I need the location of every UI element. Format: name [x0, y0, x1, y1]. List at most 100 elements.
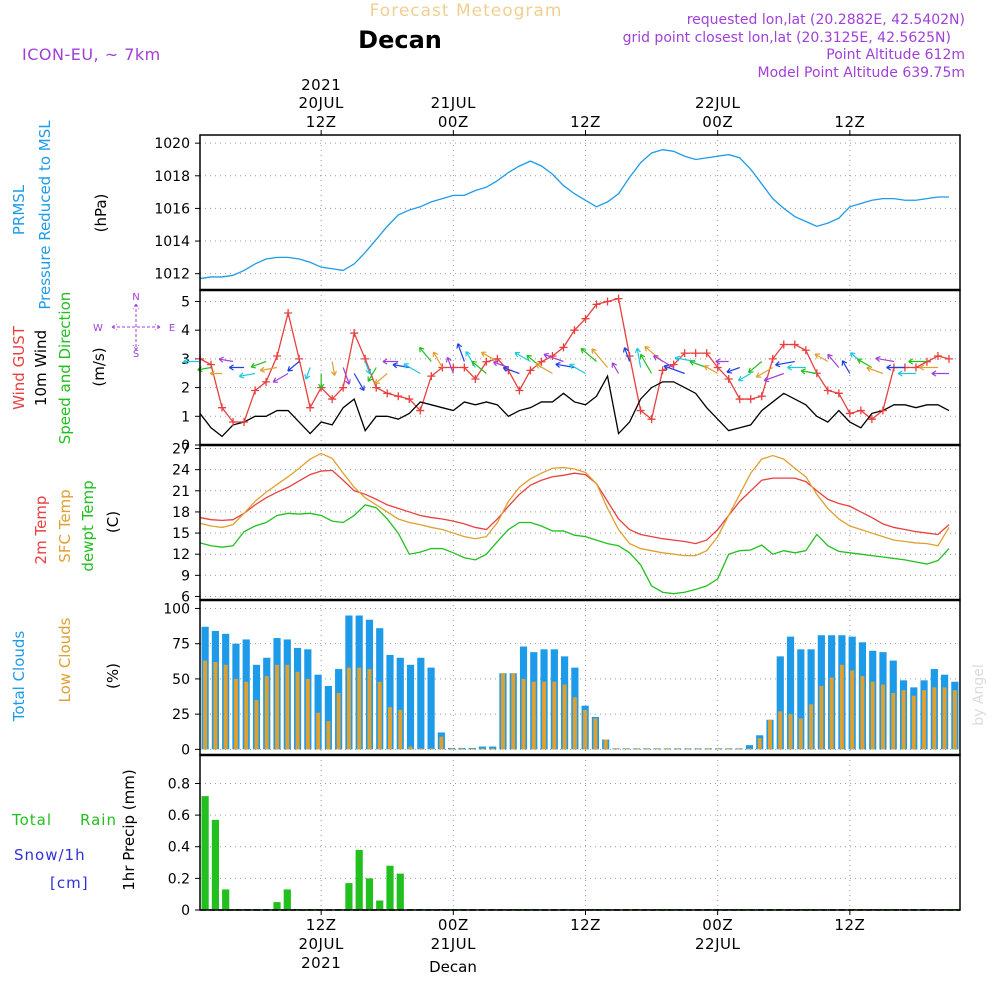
cloud-panel-labels: Total Clouds Low Clouds (%)	[10, 617, 122, 722]
wind-gust-marker	[350, 329, 359, 338]
compass-east: E	[169, 323, 175, 334]
clouds-bar-low-clouds	[490, 748, 495, 750]
temperature-frame	[199, 444, 961, 601]
wind-direction-arrow	[919, 364, 938, 371]
wind-gust-marker	[482, 357, 491, 366]
wind-gust-marker	[746, 395, 755, 404]
wind-direction-arrow	[272, 372, 289, 383]
wind-direction-arrow	[866, 366, 884, 375]
wind-ytick-label: 5	[181, 294, 190, 310]
wind-direction-arrow	[726, 366, 740, 374]
clouds-bar-low-clouds	[213, 662, 218, 750]
wind-gust-marker	[724, 374, 733, 383]
bottom-axis-label: 21JUL	[431, 935, 476, 953]
clouds-bar-low-clouds	[357, 667, 362, 750]
forecast-label: Forecast Meteogram	[370, 1, 563, 21]
wind-direction-arrow	[931, 370, 949, 377]
wind-series-10m-wind	[199, 374, 950, 438]
wind-gust-marker	[207, 360, 216, 369]
wind-direction-arrow	[689, 359, 707, 369]
wind-direction-arrow	[775, 360, 795, 368]
compass-north: N	[132, 292, 139, 303]
wind-gust-marker	[471, 374, 480, 383]
clouds-ytick-label: 100	[163, 601, 190, 617]
temperature-ytick-label: 21	[172, 484, 190, 500]
clouds-bar-low-clouds	[911, 695, 916, 750]
top-year-label: 2021	[301, 76, 341, 94]
clouds-bar-low-clouds	[644, 748, 649, 750]
wind-direction-arrow	[456, 343, 465, 362]
bottom-axis-label: 12Z	[570, 916, 601, 934]
wind-direction-arrow	[209, 370, 223, 377]
wind-direction-arrow	[514, 351, 531, 363]
requested-coords: requested lon,lat (20.2882E, 42.5402N)	[687, 12, 965, 28]
compass-rose: N S W E	[93, 292, 175, 360]
top-axis-label: 00Z	[438, 113, 469, 131]
clouds-bar-low-clouds	[562, 684, 567, 750]
precip-ytick-label: 0.8	[168, 776, 190, 792]
pressure-ytick-label: 1020	[154, 136, 190, 152]
wind-gust-marker	[801, 346, 810, 355]
clouds-bar-total-clouds	[386, 654, 394, 750]
precip-label-axis: 1hr Precip (mm)	[120, 769, 138, 890]
panels: 1012101410161018102001234569121518212427…	[154, 134, 961, 919]
wind-gust-marker	[614, 294, 623, 303]
clouds-bar-low-clouds	[706, 748, 711, 750]
clouds-bar-total-clouds	[417, 657, 425, 750]
wind-direction-arrow	[480, 351, 498, 363]
clouds-bar-low-clouds	[408, 746, 413, 750]
clouds-bar-low-clouds	[264, 676, 269, 750]
top-axis-label: 12Z	[306, 113, 337, 131]
wind-gust-marker	[427, 372, 436, 381]
clouds-bar-low-clouds	[305, 678, 310, 750]
clouds-bar-low-clouds	[665, 748, 670, 750]
point-altitude: Point Altitude 612m	[826, 47, 965, 63]
clouds-bar-low-clouds	[346, 667, 351, 750]
wind-gust-marker	[878, 406, 887, 415]
clouds-bar-low-clouds	[696, 748, 701, 750]
clouds-bar-total-clouds	[797, 649, 805, 750]
wind-direction-arrow	[841, 360, 851, 374]
wind-direction-arrow	[367, 367, 377, 382]
wind-gust-marker	[394, 392, 403, 401]
wind-gust-marker	[702, 349, 711, 358]
precip-bar-1hr-precip	[376, 900, 384, 910]
top-axis-label: 12Z	[834, 113, 865, 131]
clouds-bar-low-clouds	[367, 669, 372, 750]
pressure-ytick-label: 1016	[154, 201, 190, 217]
pressure-ytick-label: 1014	[154, 234, 190, 250]
wind-gust-marker	[768, 354, 777, 363]
wind-ytick-label: 2	[181, 381, 190, 397]
wind-direction-arrow	[304, 367, 311, 380]
wind-gust-marker	[383, 389, 392, 398]
temperature-panel-labels: 2m Temp SFC Temp dewpt Temp (C)	[32, 480, 122, 571]
clouds-bar-low-clouds	[737, 748, 742, 750]
wind-gust-marker	[625, 352, 634, 361]
clouds-bar-total-clouds	[776, 656, 784, 750]
top-axis-label: 12Z	[570, 113, 601, 131]
precip-panel-labels: Total Rain Snow/1h [cm] 1hr Precip (mm)	[11, 769, 138, 892]
wind-direction-arrow	[382, 358, 399, 365]
wind-gust-marker	[680, 349, 689, 358]
temp-label-sfc: SFC Temp	[56, 489, 74, 562]
wind-direction-arrow	[800, 368, 817, 375]
clouds-bar-low-clouds	[809, 704, 814, 750]
wind-gust-marker	[834, 389, 843, 398]
clouds-bar-low-clouds	[542, 681, 547, 750]
clouds-bar-low-clouds	[449, 748, 454, 750]
clouds-bar-low-clouds	[244, 681, 249, 750]
top-axis-label: 00Z	[702, 113, 733, 131]
clouds-bar-low-clouds	[316, 712, 321, 750]
wind-gust-marker	[647, 415, 656, 424]
wind-gust-marker	[823, 386, 832, 395]
wind-direction-arrow	[814, 353, 829, 363]
wind-direction-arrow	[535, 363, 553, 375]
wind-label-speed-dir: Speed and Direction	[56, 292, 74, 445]
clouds-bar-low-clouds	[716, 748, 721, 750]
wind-direction-arrow	[611, 362, 620, 374]
temperature-ytick-label: 6	[181, 589, 190, 605]
clouds-bar-total-clouds	[324, 685, 332, 750]
precip-bar-1hr-precip	[283, 889, 291, 910]
